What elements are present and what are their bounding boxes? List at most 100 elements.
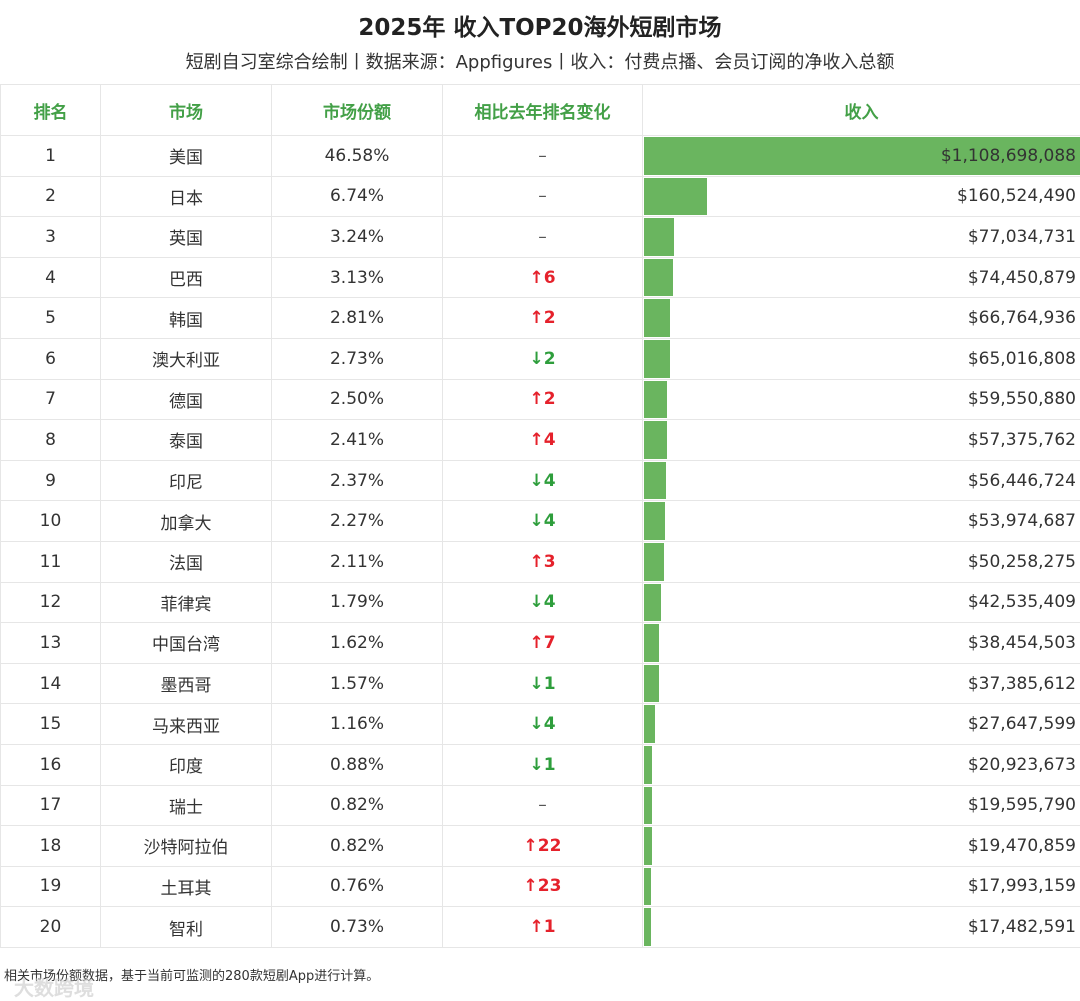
share-cell: 1.57% xyxy=(272,663,443,704)
rank-cell: 7 xyxy=(1,379,101,420)
revenue-bar xyxy=(644,502,665,540)
rank-change-cell: ↑6 xyxy=(443,257,643,298)
revenue-bar xyxy=(644,827,652,865)
rank-cell: 1 xyxy=(1,136,101,177)
market-cell: 土耳其 xyxy=(101,866,272,907)
rank-change-cell: ↑4 xyxy=(443,420,643,461)
revenue-bar xyxy=(644,299,670,337)
market-cell: 加拿大 xyxy=(101,501,272,542)
rank-cell: 8 xyxy=(1,420,101,461)
share-cell: 2.73% xyxy=(272,338,443,379)
market-cell: 日本 xyxy=(101,176,272,217)
rank-change-cell: ↓2 xyxy=(443,338,643,379)
revenue-label: $20,923,673 xyxy=(968,755,1080,775)
rank-change-cell: ↑7 xyxy=(443,623,643,664)
rank-cell: 12 xyxy=(1,582,101,623)
rank-change-cell: ↓4 xyxy=(443,582,643,623)
revenue-bar xyxy=(644,746,652,784)
share-cell: 2.50% xyxy=(272,379,443,420)
rank-cell: 16 xyxy=(1,744,101,785)
rank-change-cell: ↓4 xyxy=(443,501,643,542)
revenue-bar xyxy=(644,624,659,662)
revenue-bar xyxy=(644,787,652,825)
revenue-cell: $17,993,159 xyxy=(643,866,1080,907)
revenue-label: $57,375,762 xyxy=(968,430,1080,450)
revenue-label: $74,450,879 xyxy=(968,268,1080,288)
rank-change-cell: ↓1 xyxy=(443,663,643,704)
revenue-label: $17,482,591 xyxy=(968,917,1080,937)
share-cell: 3.24% xyxy=(272,217,443,258)
market-cell: 泰国 xyxy=(101,420,272,461)
revenue-cell: $42,535,409 xyxy=(643,582,1080,623)
header-share: 市场份额 xyxy=(272,85,443,136)
header-rank-change: 相比去年排名变化 xyxy=(443,85,643,136)
share-cell: 0.76% xyxy=(272,866,443,907)
rank-cell: 15 xyxy=(1,704,101,745)
revenue-cell: $160,524,490 xyxy=(643,176,1080,217)
revenue-cell: $57,375,762 xyxy=(643,420,1080,461)
revenue-label: $19,470,859 xyxy=(968,836,1080,856)
market-cell: 印尼 xyxy=(101,460,272,501)
revenue-bar xyxy=(644,868,651,906)
share-cell: 1.79% xyxy=(272,582,443,623)
revenue-bar xyxy=(644,259,673,297)
revenue-label: $38,454,503 xyxy=(968,633,1080,653)
market-cell: 菲律宾 xyxy=(101,582,272,623)
rank-cell: 2 xyxy=(1,176,101,217)
revenue-label: $50,258,275 xyxy=(968,552,1080,572)
market-cell: 巴西 xyxy=(101,257,272,298)
rank-change-cell: – xyxy=(443,136,643,177)
rank-cell: 20 xyxy=(1,907,101,948)
revenue-label: $66,764,936 xyxy=(968,308,1080,328)
share-cell: 1.16% xyxy=(272,704,443,745)
share-cell: 2.41% xyxy=(272,420,443,461)
revenue-bar xyxy=(644,543,664,581)
revenue-label: $65,016,808 xyxy=(968,349,1080,369)
rank-cell: 17 xyxy=(1,785,101,826)
revenue-bar xyxy=(644,421,667,459)
share-cell: 2.37% xyxy=(272,460,443,501)
rank-cell: 6 xyxy=(1,338,101,379)
share-cell: 1.62% xyxy=(272,623,443,664)
revenue-bar xyxy=(644,340,670,378)
revenue-cell: $74,450,879 xyxy=(643,257,1080,298)
revenue-cell: $19,470,859 xyxy=(643,826,1080,867)
rank-cell: 9 xyxy=(1,460,101,501)
rank-change-cell: – xyxy=(443,176,643,217)
market-cell: 中国台湾 xyxy=(101,623,272,664)
revenue-label: $56,446,724 xyxy=(968,471,1080,491)
header-market: 市场 xyxy=(101,85,272,136)
market-cell: 英国 xyxy=(101,217,272,258)
rank-change-cell: ↓1 xyxy=(443,744,643,785)
revenue-bar xyxy=(644,665,659,703)
revenue-label: $59,550,880 xyxy=(968,389,1080,409)
revenue-label: $53,974,687 xyxy=(968,511,1080,531)
share-cell: 0.82% xyxy=(272,826,443,867)
rank-cell: 11 xyxy=(1,541,101,582)
share-cell: 2.81% xyxy=(272,298,443,339)
revenue-label: $77,034,731 xyxy=(968,227,1080,247)
market-cell: 印度 xyxy=(101,744,272,785)
rank-change-cell: ↑23 xyxy=(443,866,643,907)
rank-change-cell: – xyxy=(443,785,643,826)
revenue-cell: $37,385,612 xyxy=(643,663,1080,704)
rank-change-cell: ↑2 xyxy=(443,379,643,420)
share-cell: 0.73% xyxy=(272,907,443,948)
market-cell: 美国 xyxy=(101,136,272,177)
revenue-bar xyxy=(644,218,674,256)
revenue-cell: $38,454,503 xyxy=(643,623,1080,664)
revenue-label: $160,524,490 xyxy=(957,186,1080,206)
